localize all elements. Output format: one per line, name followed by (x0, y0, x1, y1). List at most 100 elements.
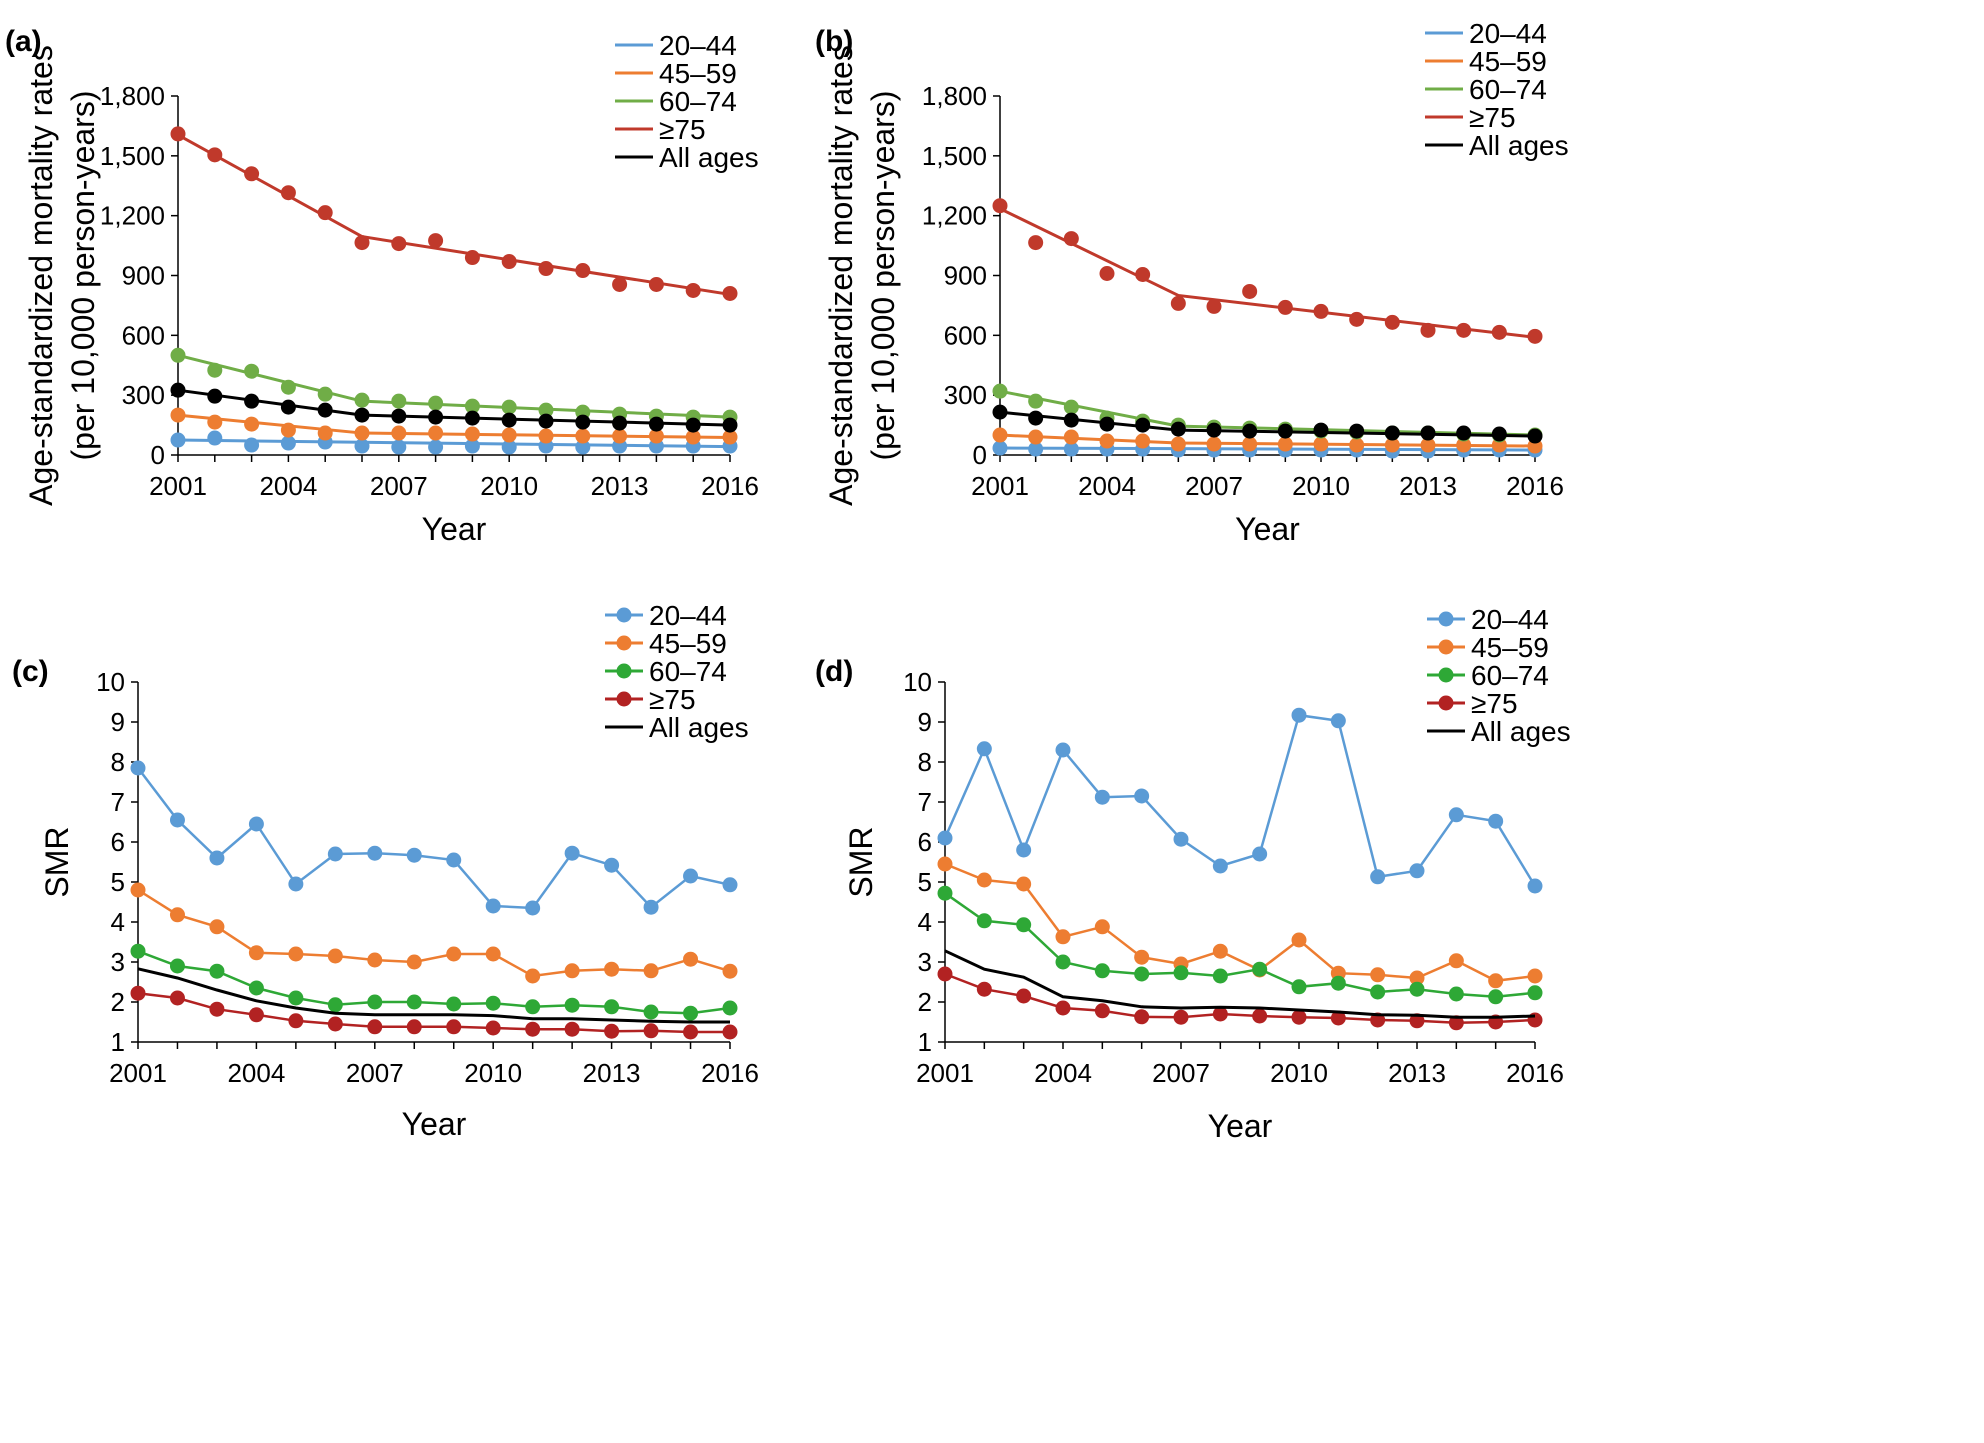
data-point (1055, 1000, 1071, 1016)
data-point (280, 379, 296, 395)
series-line (137, 991, 730, 1034)
data-point (1206, 422, 1222, 438)
data-point (1491, 324, 1507, 340)
data-point (1313, 422, 1329, 438)
y-tick-label: 1,800 (100, 81, 165, 111)
data-point (1206, 436, 1222, 452)
y-tick-label: 10 (96, 667, 125, 697)
data-point (170, 432, 186, 448)
fit-line (177, 353, 731, 419)
data-point (683, 1024, 699, 1040)
data-point (130, 943, 146, 959)
y-tick-label: 900 (944, 261, 987, 291)
data-point (354, 425, 370, 441)
data-point (464, 410, 480, 426)
series-line (137, 950, 731, 1015)
data-point (722, 1000, 738, 1016)
legend-marker (616, 607, 632, 623)
series-All ages (137, 967, 730, 1024)
data-point (538, 428, 554, 444)
data-point (976, 913, 992, 929)
data-point (1135, 267, 1151, 283)
data-point (327, 1016, 343, 1032)
data-point (391, 408, 407, 424)
y-tick-label: 6 (918, 827, 932, 857)
x-tick-label: 2001 (971, 471, 1029, 501)
data-point (643, 1023, 659, 1039)
x-tick-label: 2004 (227, 1058, 285, 1088)
data-point (169, 990, 185, 1006)
data-point (1016, 988, 1032, 1004)
legend-label: ≥75 (1469, 102, 1516, 133)
data-point (1016, 876, 1032, 892)
data-point (1277, 299, 1293, 315)
data-point (317, 425, 333, 441)
y-axis-title: (per 10,000 person-years) (865, 91, 901, 461)
y-tick-label: 5 (918, 867, 932, 897)
panel-label: (d) (815, 655, 853, 688)
legend-label: 45–59 (1469, 46, 1547, 77)
data-point (1313, 303, 1329, 319)
legend-marker (616, 663, 632, 679)
data-point (501, 439, 517, 455)
data-point (1252, 1008, 1268, 1024)
series-20–44 (937, 707, 1543, 894)
data-point (1212, 858, 1228, 874)
data-point (354, 438, 370, 454)
panel-b: (b) 0 300 600 900 1,200 1,500 1,800 2001 2004 2007… (815, 18, 1569, 547)
data-point (130, 882, 146, 898)
data-point (169, 812, 185, 828)
data-point (1370, 984, 1386, 1000)
data-point (1277, 423, 1293, 439)
x-tick-label: 2013 (583, 1058, 641, 1088)
x-tick-label: 2016 (1506, 1058, 1564, 1088)
data-point (564, 845, 580, 861)
y-tick-label: 1 (918, 1027, 932, 1057)
data-point (244, 166, 260, 182)
legend-label: 20–44 (1471, 604, 1549, 635)
data-point (406, 847, 422, 863)
data-point (722, 1024, 738, 1040)
data-point (1448, 1015, 1464, 1031)
data-point (244, 363, 260, 379)
y-tick-label: 4 (918, 907, 932, 937)
data-point (391, 236, 407, 252)
data-point (1055, 929, 1071, 945)
data-point (604, 1023, 620, 1039)
data-point (1527, 328, 1543, 344)
data-point (169, 907, 185, 923)
series-All ages (170, 382, 738, 433)
data-point (643, 963, 659, 979)
data-point (130, 985, 146, 1001)
data-point (288, 1013, 304, 1029)
data-point (1349, 311, 1365, 327)
series-All ages (944, 949, 1536, 1019)
data-point (1099, 266, 1115, 282)
data-point (1094, 1003, 1110, 1019)
data-point (1384, 314, 1400, 330)
data-point (248, 816, 264, 832)
panel-c: (c) 1 2 3 4 5 6 7 8 9 10 2001 2004 2007 2010 2013 2016 Ye… (12, 600, 759, 1142)
data-point (170, 347, 186, 363)
data-point (1134, 1009, 1150, 1025)
series-line (137, 888, 731, 978)
series-60–74 (130, 943, 738, 1021)
data-point (1252, 846, 1268, 862)
x-tick-label: 2004 (1034, 1058, 1092, 1088)
legend-label: ≥75 (649, 684, 696, 715)
data-point (1420, 425, 1436, 441)
data-point (1384, 425, 1400, 441)
data-point (1491, 426, 1507, 442)
data-point (1016, 842, 1032, 858)
fit-line (177, 133, 731, 296)
data-point (1456, 322, 1472, 338)
data-point (428, 409, 444, 425)
data-point (1055, 742, 1071, 758)
data-point (564, 1021, 580, 1037)
data-point (391, 393, 407, 409)
y-tick-label: 5 (111, 867, 125, 897)
data-point (280, 422, 296, 438)
y-tick-label: 9 (111, 707, 125, 737)
data-point (207, 362, 223, 378)
